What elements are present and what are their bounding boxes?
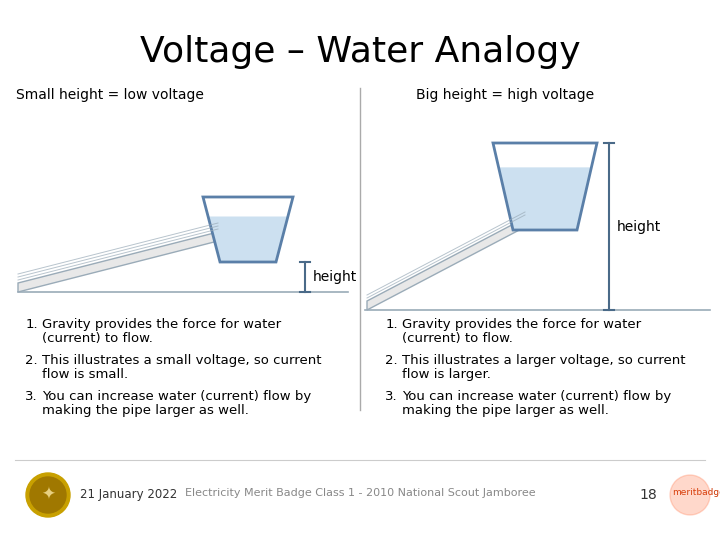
Text: This illustrates a larger voltage, so current: This illustrates a larger voltage, so cu… (402, 354, 685, 367)
Text: ✦: ✦ (41, 486, 55, 504)
Text: (current) to flow.: (current) to flow. (42, 332, 153, 345)
Text: meritbadges.org: meritbadges.org (672, 488, 720, 497)
Circle shape (670, 475, 710, 515)
Text: Electricity Merit Badge Class 1 - 2010 National Scout Jamboree: Electricity Merit Badge Class 1 - 2010 N… (185, 488, 535, 498)
Text: 2.: 2. (385, 354, 398, 367)
Text: 18: 18 (639, 488, 657, 502)
Text: Small height = low voltage: Small height = low voltage (16, 88, 204, 102)
Text: Gravity provides the force for water: Gravity provides the force for water (402, 318, 641, 331)
Text: 3.: 3. (25, 390, 38, 403)
Text: height: height (313, 270, 357, 284)
Text: height: height (617, 219, 661, 233)
Text: 2.: 2. (25, 354, 38, 367)
Polygon shape (498, 167, 591, 230)
Circle shape (30, 477, 66, 513)
Text: Voltage – Water Analogy: Voltage – Water Analogy (140, 35, 580, 69)
Text: Big height = high voltage: Big height = high voltage (416, 88, 594, 102)
Text: making the pipe larger as well.: making the pipe larger as well. (42, 404, 249, 417)
Text: Gravity provides the force for water: Gravity provides the force for water (42, 318, 281, 331)
Text: This illustrates a small voltage, so current: This illustrates a small voltage, so cur… (42, 354, 322, 367)
Text: You can increase water (current) flow by: You can increase water (current) flow by (42, 390, 311, 403)
Text: 1.: 1. (25, 318, 38, 331)
Text: 1.: 1. (385, 318, 398, 331)
Text: flow is small.: flow is small. (42, 368, 128, 381)
Text: You can increase water (current) flow by: You can increase water (current) flow by (402, 390, 671, 403)
Text: 3.: 3. (385, 390, 398, 403)
Polygon shape (18, 232, 218, 292)
Text: making the pipe larger as well.: making the pipe larger as well. (402, 404, 609, 417)
Text: (current) to flow.: (current) to flow. (402, 332, 513, 345)
Text: 21 January 2022: 21 January 2022 (80, 488, 177, 501)
Circle shape (26, 473, 70, 517)
Text: flow is larger.: flow is larger. (402, 368, 491, 381)
Polygon shape (208, 217, 288, 262)
Polygon shape (367, 218, 525, 310)
